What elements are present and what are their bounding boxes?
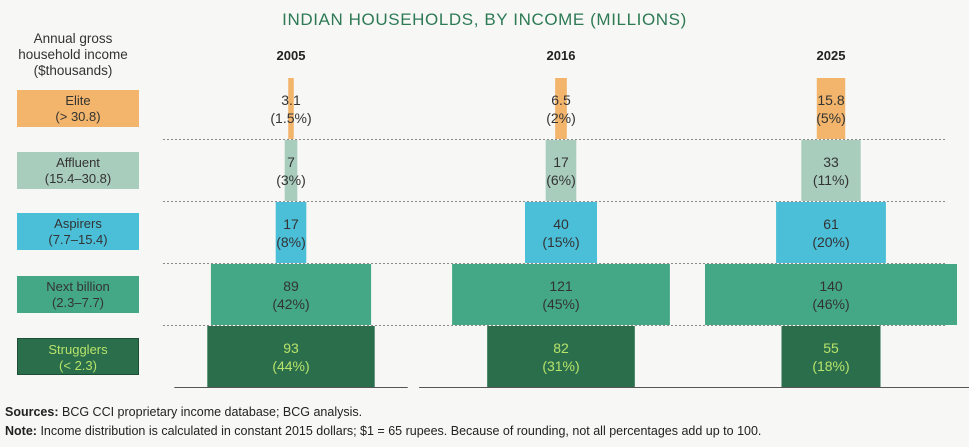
bar-value-label: 6.5 — [551, 92, 571, 108]
bar-percent-label: (8%) — [276, 234, 306, 250]
bar-2005-aspirers — [275, 202, 307, 263]
bar-2025-strugglers — [781, 326, 881, 387]
bar-percent-label: (15%) — [542, 234, 579, 250]
bar-value-label: 15.8 — [817, 92, 844, 108]
bar-percent-label: (20%) — [812, 234, 849, 250]
bar-2016-next-billion — [452, 264, 670, 325]
category-name: Elite — [65, 93, 91, 108]
bar-2025-aspirers — [776, 202, 886, 263]
bar-percent-label: (1.5%) — [270, 110, 311, 126]
bar-2016-affluent — [545, 140, 577, 201]
category-range: (2.3–7.7) — [51, 295, 105, 310]
bar-2005-elite — [288, 78, 294, 139]
bar-percent-label: (11%) — [813, 172, 849, 188]
bar-value-label: 61 — [823, 216, 839, 232]
sources-footnote: Sources: BCG CCI proprietary income data… — [5, 405, 362, 419]
bar-percent-label: (2%) — [546, 110, 576, 126]
bar-percent-label: (45%) — [542, 296, 579, 312]
bar-value-label: 93 — [283, 340, 299, 356]
bar-2016-strugglers — [487, 326, 635, 387]
y-axis-title: Annual gross household income ($thousand… — [18, 31, 128, 78]
bar-2025-affluent — [801, 140, 861, 201]
bar-value-label: 17 — [553, 154, 569, 170]
sources-text: BCG CCI proprietary income database; BCG… — [61, 405, 363, 419]
category-label-strugglers: Strugglers (< 2.3) — [17, 338, 139, 375]
category-range: (< 2.3) — [59, 358, 97, 373]
year-header-2005: 2005 — [276, 48, 306, 63]
bar-percent-label: (42%) — [272, 296, 309, 312]
bar-percent-label: (18%) — [812, 358, 849, 374]
bar-2025-elite — [816, 78, 846, 139]
category-label-elite: Elite (> 30.8) — [17, 90, 139, 127]
category-name: Next billion — [46, 279, 110, 294]
bar-value-label: 121 — [549, 278, 573, 294]
bar-value-label: 55 — [823, 340, 839, 356]
category-range: (7.7–15.4) — [48, 232, 108, 247]
bar-2016-elite — [555, 78, 567, 139]
bar-value-label: 82 — [553, 340, 569, 356]
bar-2005-strugglers — [207, 326, 375, 387]
bar-2016-aspirers — [525, 202, 597, 263]
category-name: Affluent — [56, 155, 100, 170]
category-name: Strugglers — [48, 342, 108, 357]
bar-2005-affluent — [284, 140, 298, 201]
bar-value-label: 40 — [553, 216, 569, 232]
bar-2025-next-billion — [705, 264, 957, 325]
category-label-aspirers: Aspirers (7.7–15.4) — [17, 213, 139, 250]
note-text: Income distribution is calculated in con… — [40, 424, 762, 438]
year-header-2016: 2016 — [546, 48, 576, 63]
bar-value-label: 17 — [283, 216, 299, 232]
bar-percent-label: (5%) — [816, 110, 846, 126]
category-range: (15.4–30.8) — [44, 171, 112, 186]
category-label-next-billion: Next billion (2.3–7.7) — [17, 276, 139, 313]
bar-2005-next-billion — [210, 264, 372, 325]
category-label-affluent: Affluent (15.4–30.8) — [17, 152, 139, 189]
bar-percent-label: (44%) — [272, 358, 309, 374]
chart-title: INDIAN HOUSEHOLDS, BY INCOME (MILLIONS) — [282, 10, 687, 29]
bar-percent-label: (31%) — [542, 358, 579, 374]
year-header-2025: 2025 — [816, 48, 846, 63]
bar-value-label: 33 — [823, 154, 839, 170]
bar-value-label: 89 — [283, 278, 299, 294]
bar-percent-label: (3%) — [276, 172, 306, 188]
bar-value-label: 7 — [287, 154, 295, 170]
bar-value-label: 3.1 — [281, 92, 301, 108]
bar-percent-label: (46%) — [812, 296, 849, 312]
bar-percent-label: (6%) — [546, 172, 576, 188]
category-name: Aspirers — [54, 216, 102, 231]
category-range: (> 30.8) — [55, 109, 101, 124]
sources-label: Sources: — [5, 405, 59, 419]
bar-value-label: 140 — [819, 278, 843, 294]
note-footnote: Note: Income distribution is calculated … — [5, 424, 761, 438]
note-label: Note: — [5, 424, 37, 438]
